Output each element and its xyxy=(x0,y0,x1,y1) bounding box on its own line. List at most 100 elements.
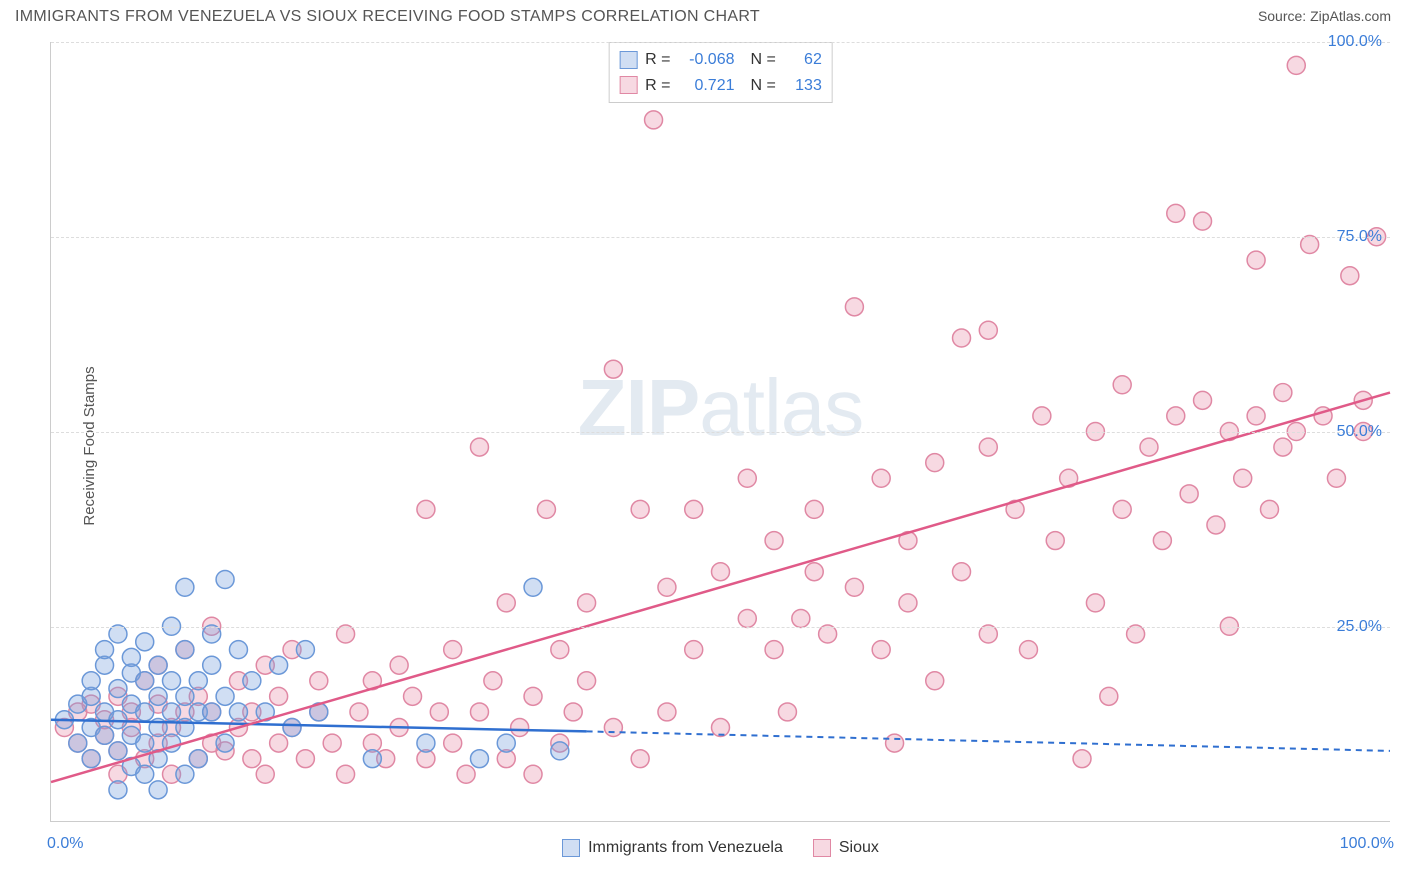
data-point-sioux xyxy=(310,672,328,690)
data-point-sioux xyxy=(631,500,649,518)
data-point-sioux xyxy=(1100,687,1118,705)
legend-label: Immigrants from Venezuela xyxy=(588,839,783,857)
data-point-venezuela xyxy=(203,703,221,721)
data-point-sioux xyxy=(886,734,904,752)
data-point-venezuela xyxy=(270,656,288,674)
data-point-sioux xyxy=(805,500,823,518)
data-point-venezuela xyxy=(243,672,261,690)
legend-row-sioux: R = 0.721 N = 133 xyxy=(619,73,822,99)
data-point-sioux xyxy=(1341,267,1359,285)
data-point-sioux xyxy=(738,469,756,487)
data-point-venezuela xyxy=(216,687,234,705)
data-point-sioux xyxy=(872,641,890,659)
data-point-venezuela xyxy=(136,703,154,721)
data-point-sioux xyxy=(511,719,529,737)
data-point-venezuela xyxy=(176,641,194,659)
legend-swatch xyxy=(813,839,831,857)
legend-swatch xyxy=(619,76,637,94)
data-point-venezuela xyxy=(176,765,194,783)
gridline xyxy=(51,42,1390,43)
data-point-sioux xyxy=(845,578,863,596)
data-point-venezuela xyxy=(470,750,488,768)
data-point-venezuela xyxy=(149,687,167,705)
data-point-venezuela xyxy=(109,781,127,799)
data-point-venezuela xyxy=(136,672,154,690)
data-point-sioux xyxy=(712,563,730,581)
data-point-sioux xyxy=(845,298,863,316)
data-point-sioux xyxy=(578,672,596,690)
legend-r-value: -0.068 xyxy=(679,47,735,73)
data-point-sioux xyxy=(1207,516,1225,534)
data-point-venezuela xyxy=(82,672,100,690)
data-point-venezuela xyxy=(296,641,314,659)
data-point-sioux xyxy=(953,563,971,581)
data-point-sioux xyxy=(243,750,261,768)
data-point-venezuela xyxy=(96,641,114,659)
data-point-sioux xyxy=(765,532,783,550)
data-point-venezuela xyxy=(136,765,154,783)
legend-n-value: 133 xyxy=(784,73,822,99)
source-name: ZipAtlas.com xyxy=(1310,8,1391,24)
data-point-venezuela xyxy=(96,726,114,744)
data-point-sioux xyxy=(658,703,676,721)
gridline xyxy=(51,627,1390,628)
data-point-sioux xyxy=(1140,438,1158,456)
data-point-sioux xyxy=(296,750,314,768)
data-point-sioux xyxy=(390,656,408,674)
legend-r-label: R = xyxy=(645,73,670,99)
data-point-sioux xyxy=(604,360,622,378)
data-point-sioux xyxy=(738,609,756,627)
data-point-venezuela xyxy=(363,750,381,768)
data-point-sioux xyxy=(1046,532,1064,550)
legend-item-venezuela: Immigrants from Venezuela xyxy=(562,839,783,857)
data-point-sioux xyxy=(578,594,596,612)
data-point-sioux xyxy=(1033,407,1051,425)
chart-area: ZIPatlas R =-0.068N =62R =0.721N =133 Im… xyxy=(50,42,1390,822)
data-point-sioux xyxy=(765,641,783,659)
data-point-sioux xyxy=(685,500,703,518)
data-point-sioux xyxy=(497,594,515,612)
series-legend: Immigrants from VenezuelaSioux xyxy=(51,839,1390,857)
data-point-sioux xyxy=(484,672,502,690)
gridline xyxy=(51,237,1390,238)
data-point-venezuela xyxy=(136,734,154,752)
data-point-venezuela xyxy=(109,711,127,729)
legend-n-label: N = xyxy=(751,73,776,99)
data-point-sioux xyxy=(926,672,944,690)
legend-r-value: 0.721 xyxy=(679,73,735,99)
legend-r-label: R = xyxy=(645,47,670,73)
data-point-venezuela xyxy=(203,656,221,674)
data-point-sioux xyxy=(604,719,622,737)
data-point-sioux xyxy=(537,500,555,518)
data-point-venezuela xyxy=(163,672,181,690)
data-point-sioux xyxy=(1274,384,1292,402)
data-point-sioux xyxy=(524,687,542,705)
data-point-sioux xyxy=(1113,376,1131,394)
data-point-sioux xyxy=(1153,532,1171,550)
y-tick-label: 25.0% xyxy=(1337,618,1382,636)
data-point-sioux xyxy=(658,578,676,596)
y-tick-label: 75.0% xyxy=(1337,228,1382,246)
data-point-sioux xyxy=(564,703,582,721)
data-point-sioux xyxy=(899,594,917,612)
data-point-sioux xyxy=(926,454,944,472)
data-point-sioux xyxy=(444,734,462,752)
chart-title: IMMIGRANTS FROM VENEZUELA VS SIOUX RECEI… xyxy=(15,8,760,26)
data-point-sioux xyxy=(1113,500,1131,518)
data-point-sioux xyxy=(1167,407,1185,425)
legend-n-value: 62 xyxy=(784,47,822,73)
data-point-sioux xyxy=(417,500,435,518)
data-point-sioux xyxy=(1260,500,1278,518)
data-point-sioux xyxy=(1301,236,1319,254)
data-point-venezuela xyxy=(216,734,234,752)
data-point-venezuela xyxy=(497,734,515,752)
data-point-sioux xyxy=(1194,391,1212,409)
data-point-sioux xyxy=(872,469,890,487)
data-point-sioux xyxy=(1247,251,1265,269)
data-point-venezuela xyxy=(176,719,194,737)
gridline xyxy=(51,432,1390,433)
data-point-sioux xyxy=(1073,750,1091,768)
y-tick-label: 50.0% xyxy=(1337,423,1382,441)
source-prefix: Source: xyxy=(1258,8,1310,24)
data-point-venezuela xyxy=(109,680,127,698)
